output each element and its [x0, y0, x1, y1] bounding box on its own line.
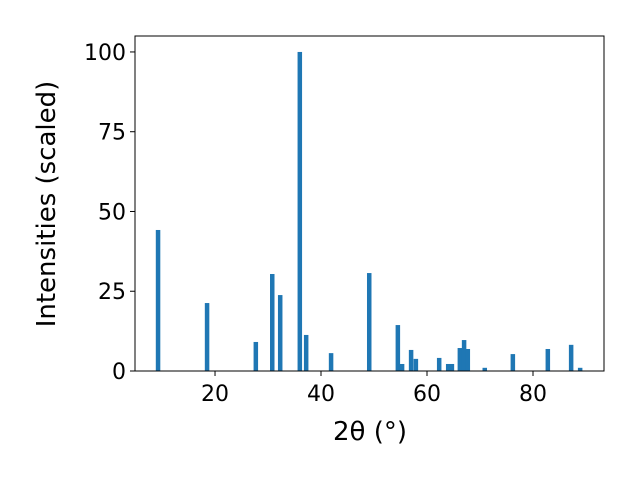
y-tick-label: 75	[98, 121, 126, 146]
bar	[253, 341, 259, 371]
bar	[510, 354, 516, 371]
x-tick-label: 20	[201, 382, 229, 407]
bar	[465, 348, 471, 371]
bar	[449, 363, 455, 371]
bar	[568, 344, 574, 371]
bar	[366, 273, 372, 371]
y-tick-label: 50	[98, 200, 126, 225]
x-tick-label: 80	[519, 382, 547, 407]
bar	[277, 295, 283, 371]
bar	[457, 348, 463, 371]
bar	[482, 367, 488, 371]
bar	[408, 349, 414, 371]
bar	[461, 340, 467, 371]
bar	[436, 357, 442, 371]
bar	[445, 363, 451, 371]
bar	[297, 51, 303, 371]
y-tick-label: 25	[98, 280, 126, 305]
y-axis-label: Intensities (scaled)	[32, 81, 62, 328]
plot-frame	[134, 35, 605, 372]
bar	[395, 325, 401, 371]
x-tick-label: 40	[307, 382, 335, 407]
bar	[577, 367, 583, 371]
y-tick-label: 0	[112, 360, 126, 385]
bar	[545, 348, 551, 371]
bar	[303, 334, 309, 371]
x-axis-label: 2θ (°)	[333, 417, 407, 447]
bar	[155, 229, 161, 371]
bar	[204, 303, 210, 371]
bar	[328, 353, 334, 371]
bar	[270, 274, 275, 371]
x-tick-label: 60	[413, 382, 441, 407]
bar	[399, 363, 405, 371]
y-tick-label: 100	[84, 41, 126, 66]
bar	[413, 358, 419, 371]
